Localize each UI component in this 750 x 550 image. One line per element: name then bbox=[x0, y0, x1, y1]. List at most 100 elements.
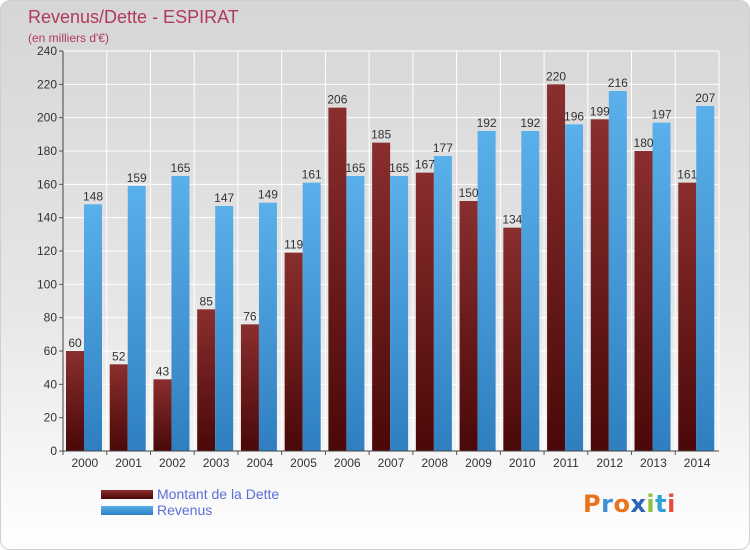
data-label-revenue-2009: 192 bbox=[477, 116, 497, 130]
data-label-revenue-2004: 149 bbox=[258, 188, 278, 202]
y-tick-label: 0 bbox=[50, 444, 57, 458]
bar-debt-2001 bbox=[109, 364, 128, 451]
bar-revenue-2008 bbox=[433, 156, 452, 451]
bar-debt-2006 bbox=[328, 107, 347, 452]
bar-debt-2002 bbox=[153, 379, 172, 451]
bar-revenue-2012 bbox=[608, 91, 627, 451]
y-tick-label: 200 bbox=[37, 111, 57, 125]
bar-debt-2010 bbox=[503, 227, 522, 451]
data-label-debt-2002: 43 bbox=[156, 364, 170, 378]
x-tick-label-2013: 2013 bbox=[640, 456, 667, 470]
x-tick-label-2005: 2005 bbox=[290, 456, 317, 470]
data-label-revenue-2014: 207 bbox=[695, 91, 715, 105]
data-label-debt-2009: 150 bbox=[459, 186, 479, 200]
logo-letter: P bbox=[583, 490, 602, 518]
bar-debt-2003 bbox=[197, 309, 216, 451]
chart-title: Revenus/Dette - ESPIRAT bbox=[28, 7, 239, 27]
bar-debt-2004 bbox=[240, 324, 259, 451]
bar-revenue-2011 bbox=[565, 124, 584, 451]
data-label-debt-2003: 85 bbox=[200, 294, 214, 308]
y-tick-label: 140 bbox=[37, 211, 57, 225]
y-tick-label: 180 bbox=[37, 144, 57, 158]
chart-subtitle: (en milliers d'€) bbox=[28, 31, 109, 45]
axes: 0 20 40 60 80 100 120 140 160 180 200 220 240 2000 200… bbox=[37, 44, 719, 470]
data-label-revenue-2013: 197 bbox=[652, 108, 672, 122]
data-label-debt-2010: 134 bbox=[502, 213, 522, 227]
bar-debt-2005 bbox=[284, 252, 303, 451]
data-label-revenue-2012: 216 bbox=[608, 76, 628, 90]
bar-revenue-2006 bbox=[346, 176, 365, 451]
data-label-debt-2014: 161 bbox=[677, 168, 697, 182]
proxiti-logo: Proxiti bbox=[583, 490, 676, 518]
data-label-revenue-2007: 165 bbox=[389, 161, 409, 175]
x-tick-label-2004: 2004 bbox=[246, 456, 273, 470]
legend-label-revenue: Revenus bbox=[157, 502, 213, 518]
x-tick-label-2008: 2008 bbox=[421, 456, 448, 470]
bar-debt-2000 bbox=[66, 351, 84, 451]
x-tick-label-2009: 2009 bbox=[465, 456, 492, 470]
x-tick-label-2014: 2014 bbox=[684, 456, 711, 470]
x-tick-label-2010: 2010 bbox=[509, 456, 536, 470]
y-tick-label: 80 bbox=[44, 311, 58, 325]
logo-letter: t bbox=[655, 490, 668, 518]
data-label-debt-2005: 119 bbox=[284, 238, 303, 252]
data-label-revenue-2010: 192 bbox=[520, 116, 540, 130]
x-tick-label-2002: 2002 bbox=[159, 456, 186, 470]
logo-letter: i bbox=[646, 490, 656, 518]
data-label-debt-2000: 60 bbox=[68, 336, 82, 350]
bar-revenue-2000 bbox=[84, 204, 102, 451]
bars bbox=[66, 84, 715, 452]
bar-debt-2008 bbox=[415, 172, 434, 451]
y-tick-label: 40 bbox=[44, 377, 58, 391]
bar-revenue-2009 bbox=[477, 131, 496, 451]
data-labels: 60 148 52 159 43 165 85 147 76 149 119 161 206 165 185… bbox=[68, 69, 715, 378]
x-tick-label-2012: 2012 bbox=[596, 456, 623, 470]
logo-letter: i bbox=[667, 490, 676, 518]
y-tick-label: 100 bbox=[37, 277, 57, 291]
bar-debt-2013 bbox=[634, 151, 653, 451]
data-label-debt-2006: 206 bbox=[327, 93, 347, 107]
bar-revenue-2005 bbox=[302, 182, 321, 451]
data-label-debt-2007: 185 bbox=[371, 128, 391, 142]
logo-letter: r bbox=[601, 490, 614, 518]
y-tick-label: 240 bbox=[37, 44, 57, 58]
bar-debt-2014 bbox=[678, 182, 697, 451]
logo-letter: x bbox=[630, 490, 647, 518]
data-label-debt-2013: 180 bbox=[634, 136, 654, 150]
legend-swatch-revenue bbox=[101, 506, 153, 515]
bar-revenue-2001 bbox=[127, 186, 146, 451]
bar-debt-2007 bbox=[372, 142, 391, 451]
logo-letter: o bbox=[613, 490, 631, 518]
data-label-revenue-2006: 165 bbox=[345, 161, 365, 175]
bar-revenue-2003 bbox=[215, 206, 234, 451]
bar-revenue-2007 bbox=[390, 176, 409, 451]
y-tick-label: 60 bbox=[44, 344, 58, 358]
bar-revenue-2013 bbox=[652, 122, 671, 452]
data-label-revenue-2008: 177 bbox=[433, 141, 453, 155]
data-label-debt-2012: 199 bbox=[590, 104, 610, 118]
y-tick-label: 120 bbox=[37, 244, 57, 258]
bar-debt-2012 bbox=[590, 119, 609, 451]
data-label-revenue-2001: 159 bbox=[127, 171, 147, 185]
y-tick-label: 20 bbox=[44, 411, 58, 425]
bar-revenue-2004 bbox=[258, 202, 277, 451]
data-label-revenue-2003: 147 bbox=[214, 191, 234, 205]
x-tick-label-2001: 2001 bbox=[115, 456, 142, 470]
data-label-debt-2001: 52 bbox=[112, 349, 126, 363]
data-label-revenue-2005: 161 bbox=[302, 168, 322, 182]
y-tick-label: 160 bbox=[37, 177, 57, 191]
bar-debt-2009 bbox=[459, 201, 478, 451]
data-label-revenue-2000: 148 bbox=[83, 189, 103, 203]
x-tick-label-2011: 2011 bbox=[553, 456, 579, 470]
bar-revenue-2014 bbox=[696, 106, 715, 451]
y-tick-label: 220 bbox=[37, 77, 57, 91]
x-tick-label-2000: 2000 bbox=[72, 456, 99, 470]
data-label-debt-2011: 220 bbox=[546, 69, 566, 83]
data-label-debt-2008: 167 bbox=[415, 158, 435, 172]
bar-revenue-2010 bbox=[521, 131, 540, 451]
data-label-revenue-2002: 165 bbox=[170, 161, 190, 175]
bar-debt-2011 bbox=[547, 84, 566, 451]
data-label-revenue-2011: 196 bbox=[564, 109, 584, 123]
legend-label-debt: Montant de la Dette bbox=[157, 486, 280, 502]
